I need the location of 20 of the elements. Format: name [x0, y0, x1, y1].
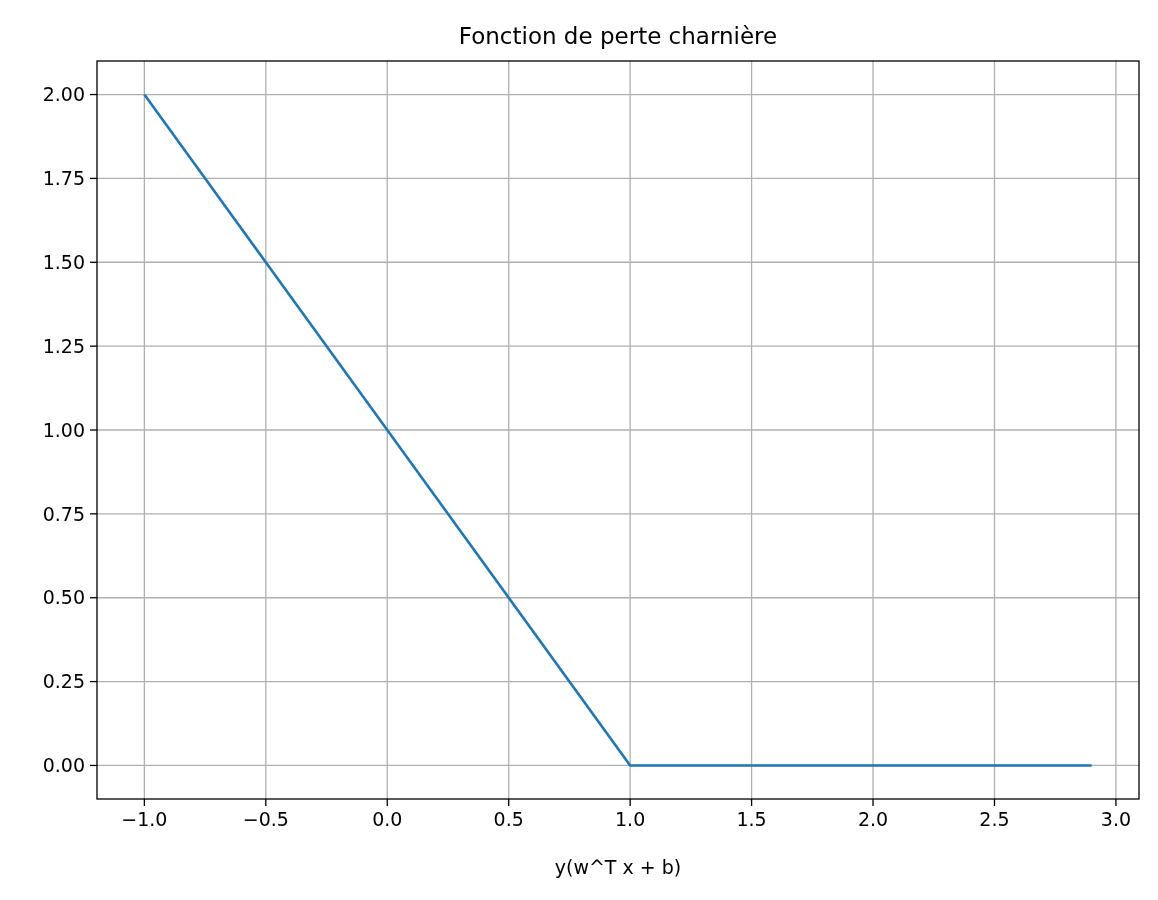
x-axis-title: y(w^T x + b) — [554, 856, 682, 878]
x-tick-label: −0.5 — [242, 808, 289, 830]
y-tick-label: 1.75 — [42, 167, 85, 190]
x-tick-label: 1.5 — [736, 808, 767, 830]
y-tick-label: 0.50 — [42, 586, 85, 609]
x-tick-label: 2.5 — [979, 808, 1010, 830]
y-tick-label: 0.00 — [42, 754, 85, 777]
y-tick-label: 0.25 — [42, 670, 85, 693]
y-tick-label: 0.75 — [42, 502, 85, 525]
x-tick-label: 1.0 — [615, 808, 646, 830]
x-tick-label: 2.0 — [857, 808, 889, 830]
y-tick-label: 1.50 — [42, 250, 85, 273]
x-tick-label: 0.0 — [372, 808, 403, 830]
y-tick-label: 1.25 — [42, 334, 85, 357]
y-tick-label: 1.00 — [42, 418, 85, 441]
x-tick-label: 0.5 — [493, 808, 524, 830]
x-tick-label: 3.0 — [1100, 808, 1132, 830]
chart-title: Fonction de perte charnière — [458, 23, 778, 49]
x-tick-label: −1.0 — [121, 808, 168, 830]
y-tick-label: 2.00 — [42, 83, 85, 106]
